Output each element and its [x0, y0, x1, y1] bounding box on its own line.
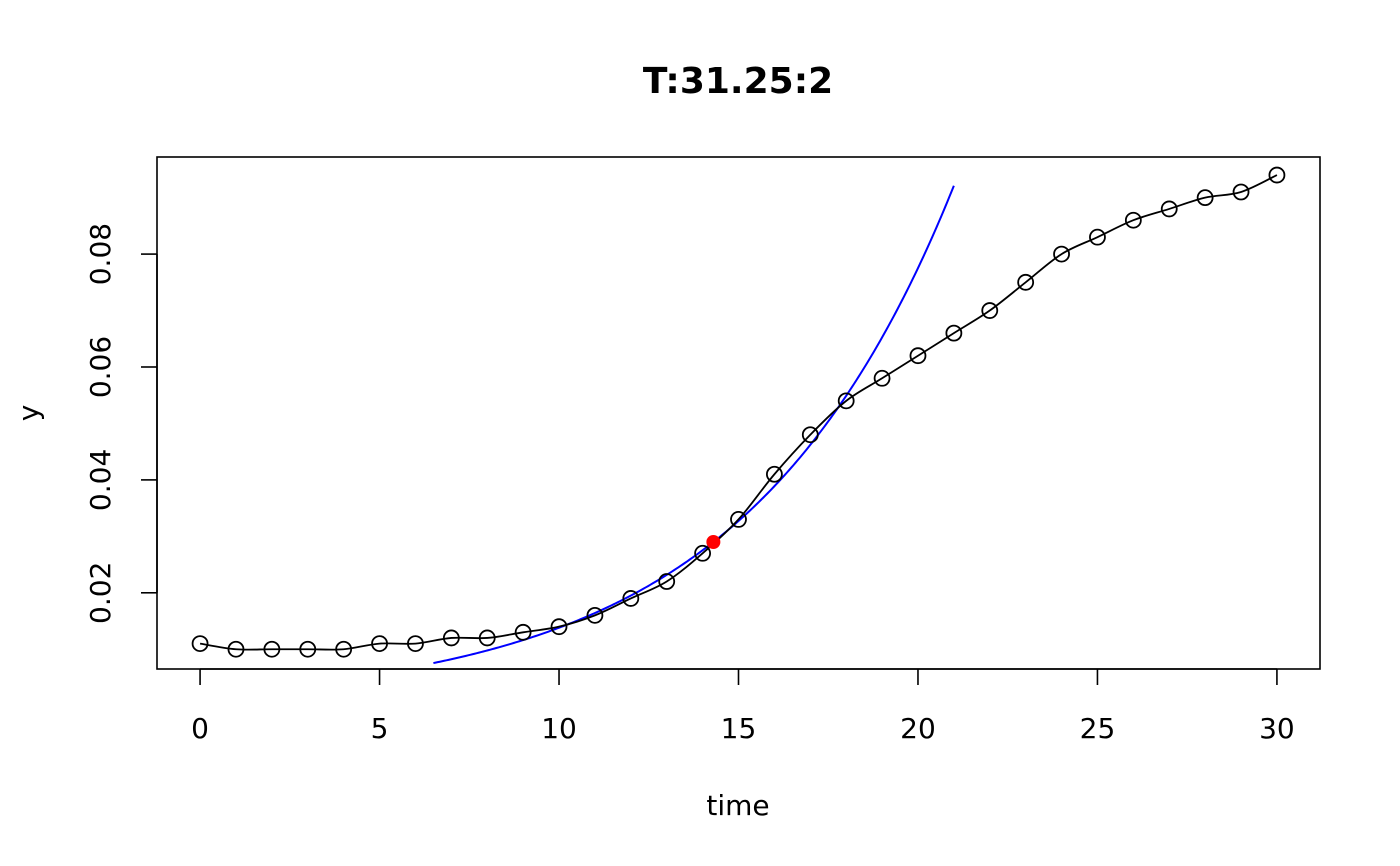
data-point [1089, 228, 1106, 246]
data-point [837, 392, 855, 410]
data-point [1017, 273, 1035, 291]
data-point [765, 465, 783, 483]
data-point [550, 618, 568, 636]
data-point [981, 302, 999, 319]
x-tick-label: 0 [191, 712, 209, 745]
data-point [478, 629, 496, 647]
data-point [1232, 183, 1250, 201]
max-growth-point [706, 534, 721, 549]
data-point [730, 511, 747, 528]
data-point [442, 629, 460, 647]
x-tick-label: 20 [900, 712, 936, 745]
data-point [299, 640, 317, 658]
y-axis: 0.02 0.04 0.06 0.08 [84, 223, 158, 624]
data-point [335, 640, 353, 658]
data-point [586, 606, 604, 624]
data-point [371, 635, 388, 652]
x-tick-label: 25 [1080, 712, 1116, 745]
chart-title: T:31.25:2 [643, 61, 833, 102]
x-tick-label: 30 [1259, 712, 1295, 745]
x-axis-label: time [706, 789, 769, 822]
y-tick-label: 0.02 [84, 562, 117, 624]
y-axis-label: y [12, 405, 45, 422]
data-point [263, 640, 281, 658]
x-tick-label: 10 [541, 712, 577, 745]
data-point [1160, 200, 1178, 218]
x-tick-label: 15 [721, 712, 757, 745]
data-point [694, 544, 712, 562]
data-point [909, 347, 927, 365]
x-axis: 0 5 10 15 20 25 30 [191, 668, 1295, 745]
data-point [801, 426, 819, 444]
data-point [658, 573, 676, 590]
data-point [1196, 189, 1214, 207]
x-tick-label: 5 [371, 712, 389, 745]
exponential-fit-line [433, 185, 955, 665]
data-point [945, 324, 963, 342]
data-point [1124, 211, 1142, 229]
y-tick-label: 0.04 [84, 449, 117, 511]
data-point [1053, 245, 1070, 263]
data-point [191, 635, 209, 652]
data-point [407, 635, 424, 652]
data-point [1268, 166, 1286, 184]
y-tick-label: 0.06 [84, 336, 117, 398]
smoothed-data-line [199, 174, 1278, 651]
data-point [873, 369, 891, 387]
data-point [514, 623, 532, 641]
data-point [622, 590, 640, 607]
y-tick-label: 0.08 [84, 223, 117, 285]
series-layer [191, 166, 1286, 665]
plot-area [156, 156, 1321, 670]
data-point [227, 640, 245, 658]
